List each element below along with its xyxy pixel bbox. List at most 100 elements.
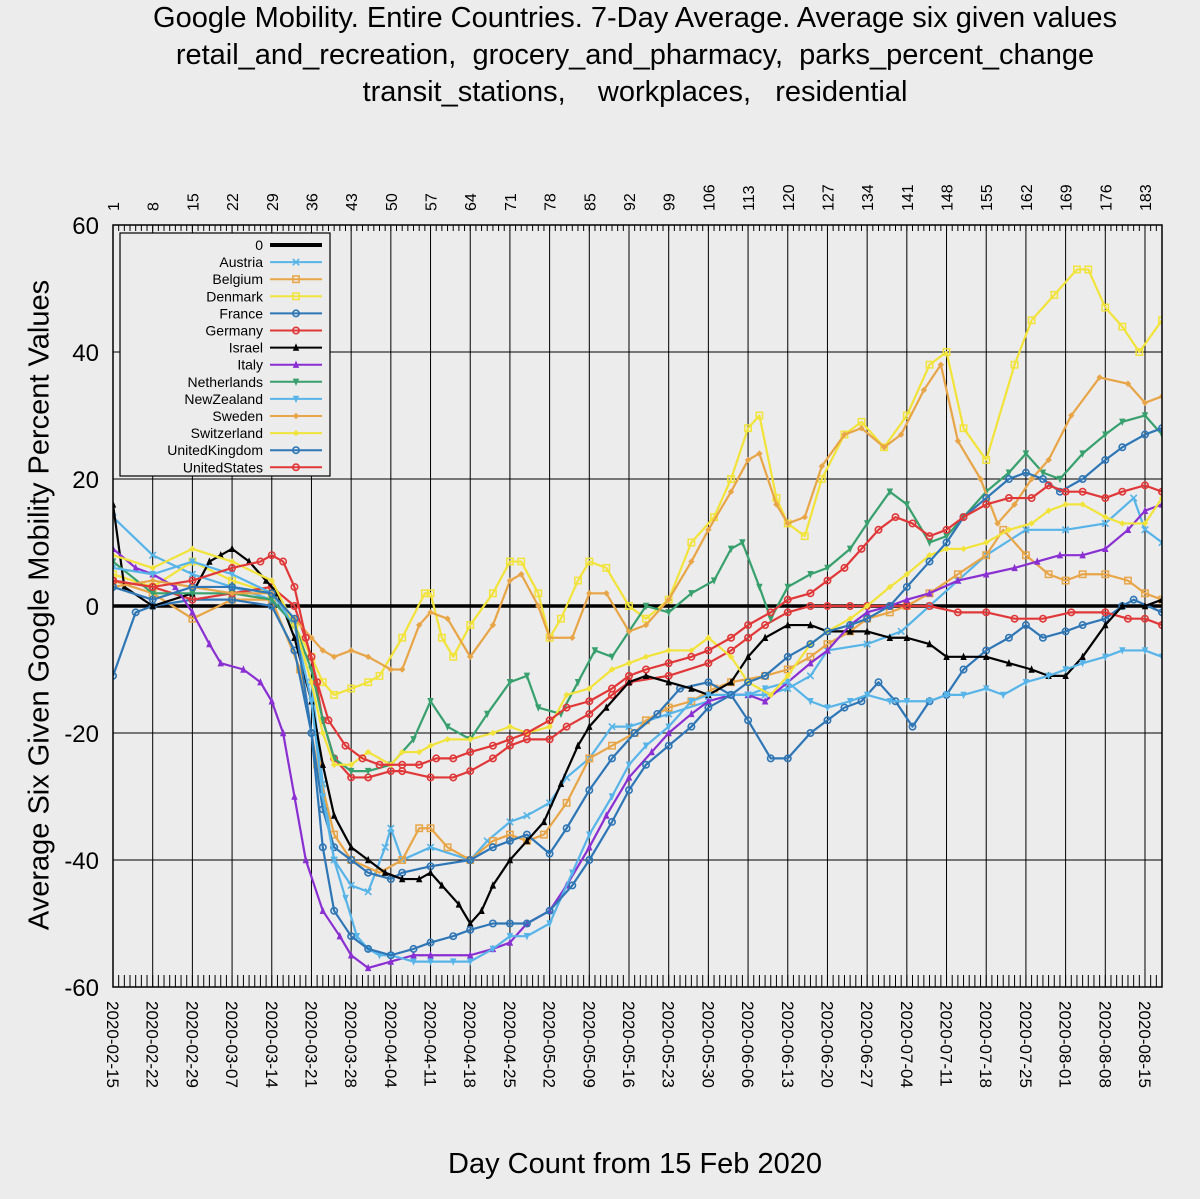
data-point-israel [744, 652, 752, 660]
data-point-netherlands [1056, 475, 1064, 484]
series-line-unitedstates [113, 484, 1162, 766]
legend-label-unitedkingdom: UnitedKingdom [167, 442, 263, 458]
data-point-switzerland [1005, 526, 1013, 533]
data-point-sweden [665, 596, 672, 603]
data-point-newzealand [1000, 691, 1007, 700]
data-point-austria-stroke [1141, 526, 1149, 534]
data-point-belgium [562, 798, 571, 807]
data-point-switzerland [415, 748, 423, 756]
data-point-unitedstates [874, 525, 883, 534]
legend-marker-unitedstates [291, 463, 300, 472]
chart-title: Google Mobility. Entire Countries. 7-Day… [0, 0, 1200, 111]
data-point-unitedkingdom [409, 944, 418, 953]
data-point-switzerland [960, 545, 967, 553]
data-point-netherlands [1176, 444, 1182, 451]
data-point-austria [806, 672, 815, 680]
data-point-unitedstates [562, 703, 571, 712]
top-tick-label: 134 [860, 184, 877, 211]
data-point-sweden [920, 386, 928, 394]
data-point-austria-stroke [1061, 526, 1070, 534]
data-point-newzealand [744, 691, 752, 700]
data-point-israel [1028, 665, 1035, 673]
data-point-unitedstates [783, 595, 792, 604]
top-tick-label: 85 [582, 193, 599, 211]
data-point-denmark [398, 633, 407, 642]
data-point-switzerland [398, 748, 406, 756]
bottom-tick-label: 2020-05-02 [540, 1001, 559, 1088]
data-point-newzealand [353, 933, 361, 941]
data-point-italy [113, 544, 117, 553]
data-point-netherlands [608, 653, 616, 661]
data-point-newzealand [1158, 653, 1162, 661]
data-point-unitedkingdom [744, 678, 753, 687]
bottom-tick-label: 2020-07-04 [897, 1001, 916, 1088]
top-tick-label: 64 [463, 193, 480, 211]
data-point-sweden [1181, 381, 1187, 387]
data-point-france [1078, 621, 1087, 630]
legend-marker-netherlands [292, 378, 300, 386]
data-point-israel [1062, 671, 1069, 680]
data-point-switzerland [189, 545, 196, 553]
legend-marker-sweden [292, 412, 300, 420]
data-point-france [806, 728, 815, 737]
data-point-sweden [398, 666, 406, 673]
data-point-switzerland [1079, 501, 1086, 508]
data-point-unitedstates [415, 760, 424, 769]
data-point-belgium [1044, 570, 1053, 579]
data-point-unitedstates [267, 551, 276, 560]
data-point-sweden [1011, 501, 1018, 508]
data-point-germany [562, 722, 571, 731]
data-point-newzealand [330, 856, 338, 865]
data-point-israel [557, 779, 565, 787]
data-point-unitedstates [925, 532, 934, 541]
data-point-netherlands [523, 672, 531, 681]
data-point-unitedkingdom [426, 938, 435, 947]
data-point-netherlands [903, 501, 911, 509]
data-point-unitedstates [188, 576, 197, 585]
data-point-germany [806, 601, 815, 610]
data-point-denmark [1135, 348, 1144, 356]
data-point-netherlands [1141, 412, 1149, 420]
data-point-israel [121, 582, 128, 591]
data-point-denmark [942, 348, 951, 356]
data-point-unitedstates [1101, 494, 1110, 503]
data-point-switzerland [364, 748, 372, 756]
data-point-newzealand [228, 571, 236, 579]
data-point-israel [330, 811, 338, 819]
data-point-netherlands [767, 615, 774, 623]
data-point-netherlands [506, 679, 514, 687]
data-point-italy [983, 570, 990, 578]
data-point-sweden [1158, 393, 1162, 400]
legend-label-france: France [219, 305, 263, 321]
data-point-switzerland [467, 736, 474, 743]
data-point-israel [863, 627, 871, 635]
series-israel [113, 500, 1162, 927]
data-point-newzealand [1045, 672, 1052, 681]
data-point-denmark [330, 690, 339, 699]
data-point-unitedkingdom [488, 919, 497, 928]
data-point-austria-stroke [523, 811, 531, 820]
bottom-tick-label: 2020-04-18 [460, 1001, 479, 1088]
data-point-unitedstates [545, 716, 554, 725]
data-point-france [1004, 633, 1013, 642]
data-point-belgium [585, 754, 594, 763]
data-point-sweden [642, 621, 650, 629]
data-point-unitedkingdom [1078, 474, 1087, 483]
y-tick-label: -60 [64, 975, 99, 1002]
top-tick-label: 99 [662, 193, 679, 211]
data-point-italy [319, 906, 326, 914]
data-point-unitedkingdom [228, 582, 237, 591]
data-point-sweden [569, 634, 576, 641]
data-point-switzerland [1193, 527, 1199, 533]
data-point-austria-stroke [188, 570, 197, 579]
data-point-unitedkingdom [885, 601, 894, 610]
top-tick-label: 113 [741, 185, 758, 211]
data-point-unitedkingdom [568, 881, 577, 890]
data-point-austria [897, 627, 905, 636]
data-point-switzerland [489, 729, 497, 737]
data-point-unitedstates [1140, 481, 1149, 490]
top-tick-label: 92 [622, 193, 639, 211]
data-point-unitedkingdom [466, 925, 475, 934]
legend-label-italy: Italy [237, 357, 263, 373]
